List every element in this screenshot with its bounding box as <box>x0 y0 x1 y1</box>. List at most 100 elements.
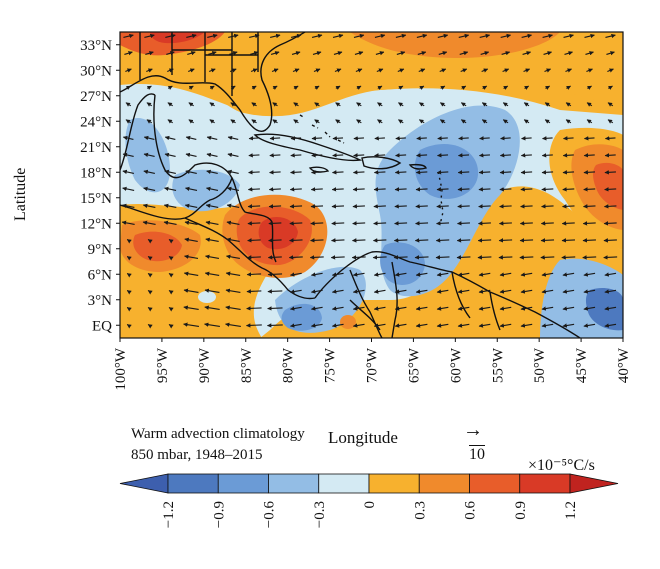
colorbar-tick-label: 1.2 <box>563 501 579 520</box>
wind-arrow <box>481 102 488 107</box>
lon-tick-label: 40°W <box>616 347 632 383</box>
wind-arrow <box>188 68 195 73</box>
borders-south-america <box>349 261 501 338</box>
wind-arrow <box>125 102 132 107</box>
wind-arrow <box>415 204 428 209</box>
wind-arrow <box>582 238 596 243</box>
wind-arrow <box>230 102 236 107</box>
wind-arrow <box>331 323 344 328</box>
wind-arrow <box>246 323 262 328</box>
wind-arrow <box>481 119 488 124</box>
wind-arrow <box>416 136 427 141</box>
wind-arrow <box>186 33 197 39</box>
wind-arrow <box>183 271 199 276</box>
wind-arrow <box>377 119 383 124</box>
wind-arrow <box>206 169 218 175</box>
wind-arrow <box>142 220 156 225</box>
wind-arrow <box>457 272 470 277</box>
wind-arrow <box>520 306 533 311</box>
wind-arrow <box>334 68 342 73</box>
wind-arrow <box>352 204 365 209</box>
wind-arrow <box>478 323 491 328</box>
wind-arrow <box>225 305 241 310</box>
wind-arrow <box>520 272 533 277</box>
wind-arrow <box>373 306 386 311</box>
wind-arrow <box>289 221 303 226</box>
wind-arrow <box>310 187 323 192</box>
coast-puerto-rico <box>408 163 427 170</box>
wind-arrow <box>478 272 491 277</box>
wind-arrow <box>227 135 239 141</box>
wind-arrow <box>540 238 555 243</box>
wind-arrow <box>604 306 617 311</box>
wind-arrow <box>419 85 425 90</box>
reference-arrow-icon: → <box>463 419 483 441</box>
wind-arrow <box>375 51 385 56</box>
wind-arrow <box>395 153 407 158</box>
wind-arrow <box>603 238 617 243</box>
wind-arrow <box>354 51 364 56</box>
wind-arrow <box>356 102 362 107</box>
wind-arrow <box>310 204 324 209</box>
wind-arrow <box>226 186 240 192</box>
wind-arrow <box>457 323 470 328</box>
wind-arrow <box>311 153 323 158</box>
wind-arrow <box>436 306 449 311</box>
wind-arrow <box>607 102 614 107</box>
wind-arrow <box>185 169 197 175</box>
lon-tick-label: 85°W <box>239 347 255 383</box>
wind-arrow <box>310 323 323 328</box>
wind-arrow <box>376 68 384 73</box>
wind-arrow <box>521 136 532 141</box>
wind-arrow <box>482 85 488 90</box>
wind-arrow <box>457 153 470 158</box>
wind-arrow <box>291 51 301 56</box>
warm-max-nw-core <box>150 32 205 44</box>
wind-arrow <box>293 85 299 90</box>
warm-max-east-core <box>593 162 623 210</box>
wind-arrow <box>123 33 134 39</box>
wind-arrow <box>126 323 132 329</box>
coast-bahamas <box>299 114 345 144</box>
wind-arrow <box>146 102 153 107</box>
wind-arrow <box>146 85 152 90</box>
wind-arrow <box>168 272 174 278</box>
latitude-tick-labels: EQ 3°N 6°N 9°N 12°N 15°N 18°N 21°N 24°N 27°N 30°N 3… <box>80 38 120 334</box>
wind-arrow <box>249 33 260 39</box>
wind-arrow <box>356 119 362 124</box>
wind-arrow <box>540 255 555 260</box>
wind-arrow <box>290 170 302 175</box>
wind-arrow <box>183 322 200 327</box>
cool-spot-pacific <box>198 291 216 303</box>
wind-arrow <box>604 289 617 294</box>
wind-arrow <box>167 102 174 107</box>
wind-arrow <box>415 170 428 175</box>
wind-arrow <box>309 255 324 260</box>
wind-arrow <box>561 238 576 243</box>
wind-arrow <box>394 272 407 277</box>
colorbar-tick-labels: −1.2 −0.9 −0.6 −0.3 0 0.3 0.6 0.9 1.2 <box>161 501 579 529</box>
wind-arrow <box>565 119 572 124</box>
colorbar-tick-label: 0.6 <box>463 501 479 520</box>
wind-arrow <box>168 323 174 329</box>
wind-arrow <box>477 255 492 260</box>
wind-arrow <box>335 102 341 107</box>
wind-arrow <box>143 152 155 158</box>
wind-arrow <box>585 51 594 56</box>
wind-arrow <box>583 272 596 277</box>
wind-arrow <box>479 33 491 39</box>
wind-arrow <box>519 238 534 243</box>
wind-arrow <box>586 102 593 107</box>
wind-arrow <box>185 135 197 141</box>
wind-arrow <box>249 51 259 56</box>
wind-arrow <box>373 204 386 209</box>
x-axis-label: Longitude <box>328 428 398 447</box>
wind-arrow <box>204 322 220 327</box>
wind-arrow <box>267 306 283 311</box>
wind-arrow <box>311 33 323 39</box>
wind-arrow <box>225 322 241 327</box>
wind-arrow <box>124 51 133 56</box>
colorbar-bin <box>469 473 521 494</box>
wind-arrow <box>604 323 617 328</box>
wind-arrow <box>266 323 283 328</box>
